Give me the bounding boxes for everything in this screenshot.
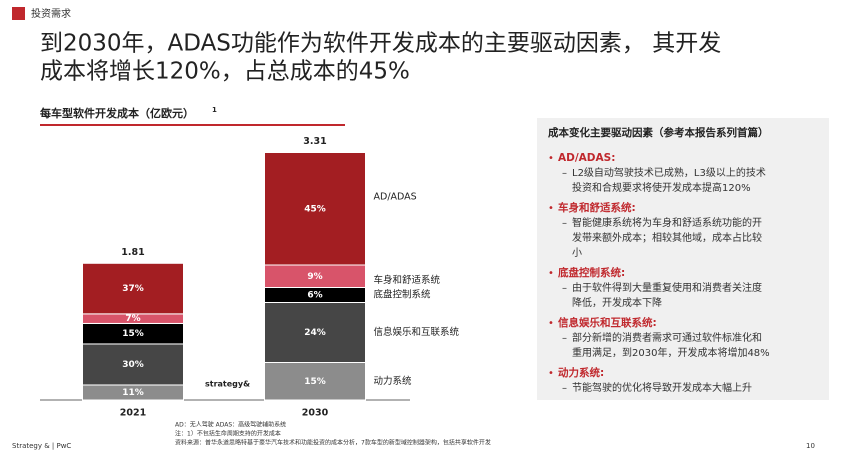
series-label: 底盘控制系统 — [374, 289, 432, 301]
driver-dash: – — [562, 218, 567, 229]
driver-dash: – — [562, 333, 567, 344]
total-label: 1.81 — [121, 247, 144, 258]
driver-bullet: • — [548, 268, 554, 279]
driver-title: 底盘控制系统: — [558, 266, 625, 279]
segment-label: 7% — [125, 314, 140, 324]
segment-label: 11% — [122, 388, 144, 398]
driver-line: 部分新增的消费者需求可通过软件标准化和 — [572, 331, 762, 344]
driver-line: 发带来额外成本；相较其他域，成本占比较 — [572, 231, 762, 244]
section-label: 投资需求 — [31, 7, 71, 20]
segment-label: 6% — [307, 291, 322, 301]
driver-line: L2级自动驾驶技术已成熟，L3级以上的技术 — [572, 166, 766, 179]
driver-title: 信息娱乐和互联系统: — [558, 316, 657, 329]
driver-line: 节能驾驶的优化将导致开发成本大幅上升 — [572, 381, 752, 394]
driver-dash: – — [562, 168, 567, 179]
series-label: AD/ADAS — [374, 191, 417, 202]
series-label: 信息娱乐和互联系统 — [374, 326, 460, 338]
bar-segment — [82, 343, 184, 386]
title-line: 成本将增长120%，占总成本的45% — [40, 59, 410, 85]
drivers-title: 成本变化主要驱动因素（参考本报告系列首篇） — [548, 126, 769, 139]
footer-left: Strategy & | PwC — [12, 442, 71, 450]
segment-label: 15% — [122, 329, 144, 339]
driver-line: 投资和合规要求将使开发成本提高120% — [572, 181, 751, 194]
driver-bullet: • — [548, 318, 554, 329]
segment-label: 37% — [122, 284, 144, 294]
driver-dash: – — [562, 383, 567, 394]
driver-bullet: • — [548, 368, 554, 379]
series-label: 车身和舒适系统 — [374, 274, 441, 286]
segment-label: 45% — [304, 204, 326, 214]
category-label: 2021 — [120, 408, 146, 419]
drivers-panel — [537, 118, 829, 400]
chart-title: 每车型软件开发成本（亿欧元） — [40, 106, 194, 120]
footnote: 资料来源：普华永道思略特基于豪华汽车技术和功能投资的成本分析，7款车型的新型域控… — [175, 439, 491, 447]
page-number: 10 — [806, 442, 815, 450]
segment-label: 9% — [307, 272, 322, 282]
series-label: 动力系统 — [374, 375, 413, 387]
section-icon — [12, 7, 25, 20]
logo: strategy& — [205, 380, 250, 389]
category-label: 2030 — [302, 408, 329, 419]
driver-title: AD/ADAS: — [558, 152, 615, 164]
driver-line: 重用满足，到2030年，开发成本将增加48% — [572, 346, 770, 359]
driver-bullet: • — [548, 203, 554, 214]
segment-label: 30% — [122, 360, 144, 370]
footnote: 注：1）不包括生命周期支持的开发成本 — [175, 430, 281, 438]
title-line: 到2030年，ADAS功能作为软件开发成本的主要驱动因素， 其开发 — [40, 31, 721, 57]
driver-bullet: • — [548, 153, 554, 164]
driver-line: 小 — [572, 247, 582, 259]
driver-line: 由于软件得到大量重复使用和消费者关注度 — [572, 281, 762, 294]
bar-segment — [264, 362, 366, 401]
bar-segment — [264, 302, 366, 363]
driver-title: 车身和舒适系统: — [558, 201, 636, 214]
driver-dash: – — [562, 283, 567, 294]
bar-segment — [82, 262, 184, 315]
footnote: AD：无人驾驶 ADAS：高级驾驶辅助系统 — [175, 421, 286, 429]
total-label: 3.31 — [303, 136, 326, 147]
driver-title: 动力系统: — [558, 366, 604, 379]
driver-line: 智能健康系统将为车身和舒适系统功能的开 — [572, 216, 762, 229]
segment-label: 24% — [304, 328, 326, 338]
driver-line: 降低，开发成本下降 — [572, 296, 662, 309]
chart-title-note: 1 — [212, 106, 217, 114]
bar-segment — [264, 152, 366, 266]
segment-label: 15% — [304, 377, 326, 387]
